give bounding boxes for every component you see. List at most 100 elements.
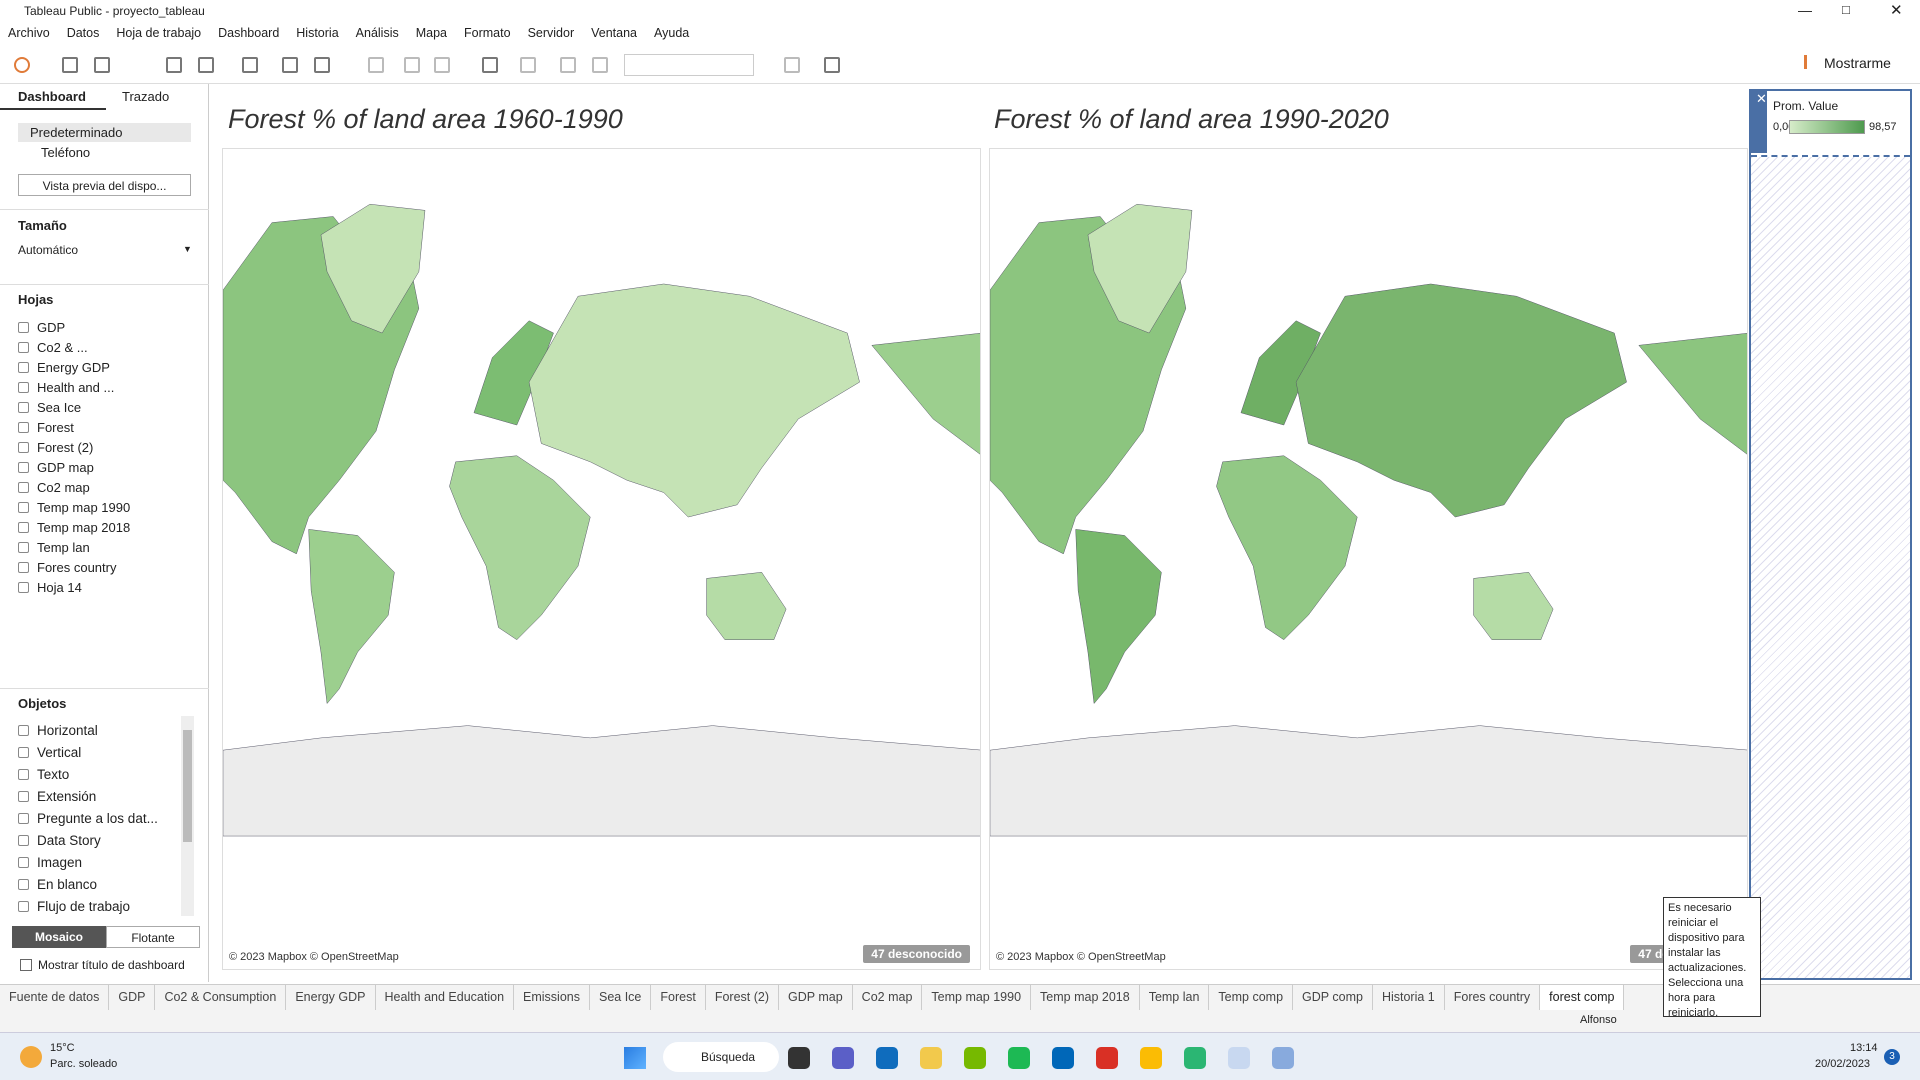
object-item[interactable]: Horizontal — [18, 723, 98, 738]
maximize[interactable]: □ — [1842, 2, 1850, 17]
app-icon[interactable] — [1228, 1047, 1250, 1069]
device[interactable]: Predeterminado — [30, 125, 123, 140]
app-icon[interactable] — [1096, 1047, 1118, 1069]
object-item[interactable]: Imagen — [18, 855, 82, 870]
app-icon[interactable] — [876, 1047, 898, 1069]
sheet-item[interactable]: GDP map — [18, 460, 94, 475]
tab-dashboard[interactable]: Dashboard — [18, 89, 86, 104]
sheet-item[interactable]: Temp lan — [18, 540, 90, 555]
tool-icon[interactable] — [62, 57, 78, 73]
app-icon[interactable] — [1272, 1047, 1294, 1069]
floating-button[interactable]: Flotante — [106, 926, 200, 948]
menu-item[interactable]: Datos — [66, 26, 100, 40]
sheet-tab[interactable]: Co2 map — [853, 985, 923, 1010]
tool-icon[interactable] — [198, 57, 214, 73]
sheet-tab[interactable]: Temp comp — [1209, 985, 1294, 1010]
tool-icon[interactable] — [520, 57, 536, 73]
object-item[interactable]: Data Story — [18, 833, 101, 848]
menu-item[interactable]: Historia — [296, 26, 339, 40]
sheet-item[interactable]: GDP — [18, 320, 65, 335]
scrollbar[interactable] — [181, 716, 194, 916]
sheet-tab[interactable]: Energy GDP — [286, 985, 376, 1010]
sheet-item[interactable]: Health and ... — [18, 380, 114, 395]
sheet-tab[interactable]: Temp lan — [1140, 985, 1210, 1010]
tool-icon[interactable] — [824, 57, 840, 73]
app-icon[interactable] — [1052, 1047, 1074, 1069]
sheet-tab[interactable]: Co2 & Consumption — [155, 985, 287, 1010]
search-box[interactable]: Búsqueda — [663, 1042, 779, 1072]
object-item[interactable]: En blanco — [18, 877, 97, 892]
app-icon[interactable] — [1184, 1047, 1206, 1069]
sheet-tab[interactable]: GDP — [109, 985, 156, 1010]
sheet-item[interactable]: Fores country — [18, 560, 116, 575]
sheet-item[interactable]: Forest (2) — [18, 440, 93, 455]
tool-icon[interactable] — [592, 57, 608, 73]
tool-icon[interactable] — [434, 57, 450, 73]
menu-item[interactable]: Dashboard — [218, 26, 280, 40]
tool-icon[interactable] — [784, 57, 800, 73]
minimize[interactable]: — — [1798, 2, 1812, 18]
tool-icon[interactable] — [314, 57, 330, 73]
app-icon[interactable] — [788, 1047, 810, 1069]
sheet-item[interactable]: Co2 map — [18, 480, 90, 495]
unknown-indicator[interactable]: 47 desconocido — [863, 945, 970, 963]
menu-item[interactable]: Hoja de trabajo — [116, 26, 202, 40]
tiled-button[interactable]: Mosaico — [12, 926, 106, 948]
sheet-tab[interactable]: Forest — [651, 985, 706, 1010]
object-item[interactable]: Vertical — [18, 745, 81, 760]
tool-icon[interactable] — [404, 57, 420, 73]
start-button[interactable] — [624, 1047, 646, 1069]
preview-button[interactable]: Vista previa del dispo... — [18, 174, 191, 196]
legend-handle[interactable] — [1751, 91, 1767, 153]
tool-icon[interactable] — [282, 57, 298, 73]
object-item[interactable]: Extensión — [18, 789, 96, 804]
dropdown-arrow[interactable]: ▼ — [183, 244, 192, 254]
app-icon[interactable] — [1008, 1047, 1030, 1069]
sheet-tab[interactable]: GDP map — [779, 985, 853, 1010]
tool-icon[interactable] — [94, 57, 110, 73]
device[interactable]: Teléfono — [41, 145, 91, 160]
tool-icon[interactable] — [166, 57, 182, 73]
menu-item[interactable]: Formato — [464, 26, 511, 40]
sheet-item[interactable]: Sea Ice — [18, 400, 81, 415]
sheet-item[interactable]: Temp map 2018 — [18, 520, 130, 535]
sheet-item[interactable]: Temp map 1990 — [18, 500, 130, 515]
app-icon[interactable] — [832, 1047, 854, 1069]
sheet-tab[interactable]: Forest (2) — [706, 985, 780, 1010]
update-notification[interactable]: Es necesario reiniciar el dispositivo pa… — [1663, 897, 1761, 1019]
menu-item[interactable]: Análisis — [355, 26, 399, 40]
sheet-tab[interactable]: Health and Education — [376, 985, 515, 1010]
menu-item[interactable]: Ventana — [591, 26, 637, 40]
menu-item[interactable]: Archivo — [8, 26, 50, 40]
object-item[interactable]: Pregunte a los dat... — [18, 811, 158, 826]
tab-layout[interactable]: Trazado — [122, 89, 170, 104]
sheet-tab[interactable]: Historia 1 — [1373, 985, 1445, 1010]
sheet-tab[interactable]: Sea Ice — [590, 985, 652, 1010]
sheet-item[interactable]: Co2 & ... — [18, 340, 88, 355]
tool-icon[interactable] — [482, 57, 498, 73]
sheet-tab[interactable]: Temp map 2018 — [1031, 985, 1140, 1010]
app-icon[interactable] — [964, 1047, 986, 1069]
map[interactable] — [223, 149, 981, 970]
app-icon[interactable] — [1140, 1047, 1162, 1069]
dropdown[interactable] — [624, 54, 754, 76]
map[interactable] — [990, 149, 1748, 970]
sheet-item[interactable]: Forest — [18, 420, 74, 435]
sheet-tab[interactable]: Fores country — [1445, 985, 1541, 1010]
sheet-tab[interactable]: Temp map 1990 — [922, 985, 1032, 1010]
menu-item[interactable]: Ayuda — [654, 26, 690, 40]
sheet-item[interactable]: Energy GDP — [18, 360, 110, 375]
tool-icon[interactable] — [242, 57, 258, 73]
app-icon[interactable] — [920, 1047, 942, 1069]
menu-item[interactable]: Mapa — [415, 26, 448, 40]
show-me[interactable]: Mostrarme — [1824, 55, 1891, 71]
sheet-tab[interactable]: Emissions — [514, 985, 590, 1010]
menu-item[interactable]: Servidor — [527, 26, 575, 40]
sheet-tab[interactable]: forest comp — [1540, 985, 1625, 1010]
size-select[interactable]: Automático — [18, 243, 79, 257]
tool-icon[interactable] — [368, 57, 384, 73]
sheet-item[interactable]: Hoja 14 — [18, 580, 82, 595]
checkbox[interactable] — [20, 959, 32, 971]
object-item[interactable]: Texto — [18, 767, 69, 782]
sheet-tab[interactable]: GDP comp — [1293, 985, 1373, 1010]
